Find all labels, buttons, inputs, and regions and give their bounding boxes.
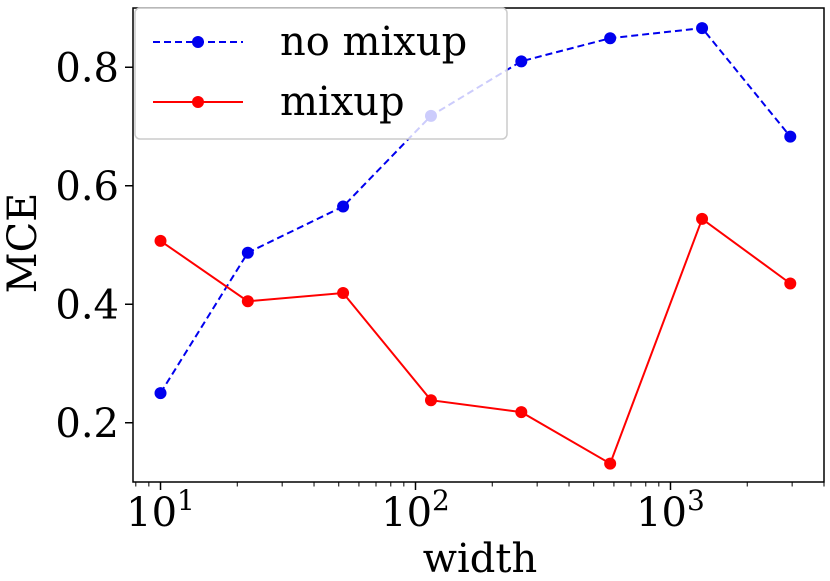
data-point-1-4 [515,406,528,419]
series-line-1 [159,217,791,466]
y-tick-label-1: 0.4 [55,282,119,328]
data-point-0-6 [696,22,709,35]
data-point-1-1 [241,295,254,308]
legend-marker-0 [192,36,204,48]
data-point-1-0 [154,234,167,247]
legend-box [134,7,508,140]
x-tick-label-2: 103 [636,484,705,536]
data-point-0-0 [154,387,167,400]
y-tick-label-3: 0.8 [55,45,119,91]
x-tick-label-1: 102 [381,484,450,536]
x-tick-label-0: 101 [126,484,195,536]
data-point-0-2 [337,200,350,213]
x-axis-label: width [423,536,537,581]
series-line-0 [159,27,792,394]
data-point-0-1 [241,246,254,259]
legend: no mixup mixup [134,7,508,140]
legend-label-0: no mixup [280,19,467,65]
legend-label-1: mixup [280,79,405,125]
y-axis-label: MCE [0,193,46,294]
axes: 0.2 0.4 0.6 0.8 101 102 103 [55,7,825,536]
data-point-1-3 [424,394,437,407]
y-tick-label-2: 0.6 [55,164,119,210]
data-point-0-7 [784,130,797,143]
y-tick-label-0: 0.2 [55,401,119,447]
legend-marker-1 [192,96,204,108]
plot-area [154,22,797,470]
data-point-0-4 [515,55,528,68]
data-point-0-5 [604,32,617,45]
data-point-1-6 [696,212,709,225]
data-point-1-2 [337,286,350,299]
data-point-1-7 [784,277,797,290]
data-point-1-5 [604,457,617,470]
